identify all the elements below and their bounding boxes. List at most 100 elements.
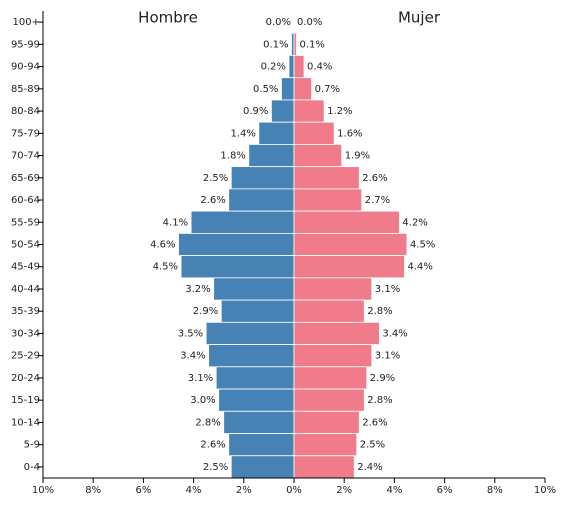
bar	[230, 455, 295, 479]
bar	[293, 210, 400, 234]
bar	[258, 121, 295, 145]
x-tick-label: 4%	[386, 485, 402, 496]
value-label: 2.9%	[193, 306, 218, 317]
bar	[293, 77, 312, 101]
value-label: 3.5%	[178, 328, 203, 339]
value-label: 2.5%	[203, 173, 228, 184]
y-tick-label: 100+	[13, 17, 40, 28]
value-label: 1.9%	[345, 151, 370, 162]
value-label: 0.7%	[315, 84, 340, 95]
bar	[190, 210, 295, 234]
value-label: 1.2%	[327, 106, 352, 117]
value-label: 0.1%	[300, 39, 325, 50]
bar	[228, 188, 295, 212]
bar	[281, 77, 295, 101]
value-label: 2.6%	[362, 173, 387, 184]
bar	[288, 55, 295, 79]
x-tick-label: 10%	[32, 485, 54, 496]
bar	[293, 455, 355, 479]
bar	[248, 144, 295, 168]
bar	[208, 344, 295, 368]
value-label: 1.4%	[230, 128, 255, 139]
value-label: 0.9%	[243, 106, 268, 117]
value-label: 4.2%	[402, 217, 427, 228]
value-label: 2.8%	[195, 417, 220, 428]
bar	[293, 121, 335, 145]
value-label: 2.6%	[200, 195, 225, 206]
x-tick-label: 4%	[186, 485, 202, 496]
bar	[293, 433, 358, 457]
y-tick-label: 70-74	[11, 151, 40, 162]
value-label: 0.4%	[307, 62, 332, 73]
value-label: 2.4%	[357, 462, 382, 473]
value-label: 1.8%	[220, 151, 245, 162]
x-tick-label: 2%	[336, 485, 352, 496]
bar	[215, 366, 295, 390]
value-label: 2.8%	[367, 395, 392, 406]
value-label: 3.1%	[375, 351, 400, 362]
x-tick-label: 0%	[286, 485, 302, 496]
value-label: 0.2%	[261, 62, 286, 73]
y-tick-label: 0-4	[24, 462, 40, 473]
y-tick-label: 20-24	[11, 373, 40, 384]
bar	[180, 255, 295, 279]
series-header: Mujer	[398, 9, 441, 27]
bar	[293, 255, 405, 279]
value-label: 3.0%	[190, 395, 215, 406]
value-label: 1.6%	[337, 128, 362, 139]
y-tick-label: 90-94	[11, 62, 40, 73]
bar	[293, 144, 343, 168]
value-label: 4.5%	[153, 262, 178, 273]
value-label: 2.8%	[367, 306, 392, 317]
y-tick-label: 60-64	[11, 195, 40, 206]
bar	[293, 299, 365, 323]
bar	[293, 366, 368, 390]
y-tick-label: 65-69	[11, 173, 40, 184]
value-label: 3.2%	[185, 284, 210, 295]
bar	[178, 232, 295, 257]
y-tick-label: 25-29	[11, 351, 40, 362]
x-tick-label: 2%	[236, 485, 252, 496]
value-label: 0.1%	[263, 39, 288, 50]
value-label: 0.0%	[266, 17, 291, 28]
bar	[213, 277, 295, 301]
y-tick-label: 85-89	[11, 84, 40, 95]
bar	[293, 188, 363, 212]
value-label: 2.5%	[360, 440, 385, 451]
x-tick-label: 8%	[487, 485, 503, 496]
bar	[293, 166, 360, 190]
y-tick-label: 55-59	[11, 217, 40, 228]
x-tick-label: 10%	[534, 485, 556, 496]
bar	[271, 99, 295, 123]
y-tick-label: 5-9	[24, 440, 40, 451]
bar	[218, 388, 295, 412]
bar	[228, 433, 295, 457]
bar	[293, 55, 305, 79]
value-label: 2.9%	[370, 373, 395, 384]
bar	[223, 410, 295, 434]
value-label: 2.6%	[362, 417, 387, 428]
y-tick-label: 10-14	[11, 417, 40, 428]
value-label: 4.6%	[150, 240, 175, 251]
bar	[293, 32, 297, 56]
value-label: 0.0%	[297, 17, 322, 28]
bar	[293, 344, 373, 368]
y-tick-label: 75-79	[11, 128, 40, 139]
bar	[205, 321, 295, 345]
value-label: 4.1%	[163, 217, 188, 228]
x-tick-label: 6%	[437, 485, 453, 496]
bar	[293, 232, 408, 257]
bar	[293, 321, 380, 345]
bar	[220, 299, 295, 323]
value-label: 3.1%	[188, 373, 213, 384]
series-header: Hombre	[138, 9, 198, 27]
y-tick-label: 95-99	[11, 39, 40, 50]
y-tick-label: 30-34	[11, 328, 40, 339]
value-label: 3.4%	[382, 328, 407, 339]
value-label: 2.5%	[203, 462, 228, 473]
value-label: 4.4%	[407, 262, 432, 273]
value-label: 0.5%	[253, 84, 278, 95]
x-tick-label: 8%	[85, 485, 101, 496]
value-label: 2.7%	[365, 195, 390, 206]
